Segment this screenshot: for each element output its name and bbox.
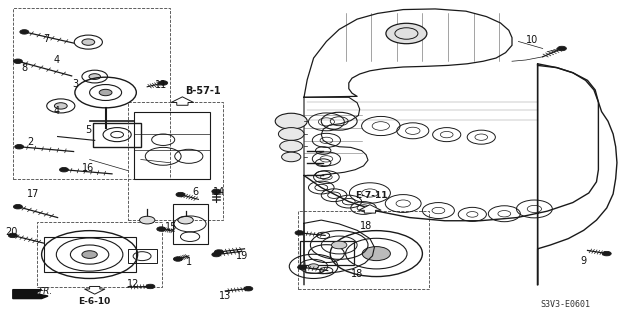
Text: 15: 15	[165, 222, 178, 232]
Circle shape	[362, 247, 390, 261]
FancyArrow shape	[358, 205, 381, 213]
Circle shape	[557, 46, 566, 51]
Circle shape	[275, 113, 307, 129]
Circle shape	[178, 216, 193, 224]
Circle shape	[89, 74, 100, 79]
Text: 19: 19	[236, 251, 248, 261]
FancyArrow shape	[84, 286, 105, 294]
Circle shape	[54, 103, 67, 109]
Polygon shape	[13, 290, 48, 299]
Circle shape	[140, 216, 155, 224]
Text: 14: 14	[212, 187, 225, 197]
Circle shape	[13, 204, 22, 209]
Circle shape	[602, 251, 611, 256]
Text: B-57-1: B-57-1	[186, 86, 221, 96]
Circle shape	[332, 241, 347, 249]
Text: 4: 4	[53, 55, 60, 65]
Circle shape	[212, 189, 221, 194]
Bar	[128, 102, 223, 220]
Circle shape	[173, 257, 182, 261]
Circle shape	[13, 59, 22, 63]
Text: 20: 20	[5, 227, 18, 237]
Circle shape	[298, 265, 307, 270]
Text: 12: 12	[127, 279, 140, 289]
Circle shape	[157, 227, 166, 231]
Circle shape	[99, 89, 112, 96]
Circle shape	[20, 30, 29, 34]
Text: 2: 2	[28, 137, 34, 147]
Circle shape	[214, 250, 223, 254]
Circle shape	[60, 167, 68, 172]
Circle shape	[15, 145, 24, 149]
Bar	[37, 222, 162, 287]
Text: E-6-10: E-6-10	[79, 297, 111, 306]
Text: 9: 9	[580, 256, 587, 266]
Text: S3V3-E0601: S3V3-E0601	[541, 300, 591, 309]
Circle shape	[82, 251, 97, 258]
Text: 13: 13	[219, 291, 232, 301]
Bar	[173, 204, 208, 244]
Bar	[298, 211, 429, 289]
Circle shape	[8, 233, 17, 238]
Circle shape	[280, 140, 303, 152]
Circle shape	[176, 192, 185, 197]
Circle shape	[278, 128, 304, 140]
Bar	[128, 249, 157, 263]
Circle shape	[386, 23, 427, 44]
Text: 16: 16	[82, 163, 95, 174]
Text: 10: 10	[526, 35, 539, 45]
Bar	[44, 237, 136, 272]
Circle shape	[308, 264, 319, 269]
Text: 1: 1	[186, 257, 192, 267]
Text: 4: 4	[53, 106, 60, 116]
Circle shape	[244, 286, 253, 291]
Bar	[13, 8, 170, 179]
Text: 17: 17	[27, 189, 40, 199]
Circle shape	[212, 252, 221, 257]
Circle shape	[82, 39, 95, 45]
Text: 5: 5	[85, 125, 92, 135]
Text: 11: 11	[155, 80, 168, 91]
Text: 7: 7	[43, 34, 49, 44]
Text: 8: 8	[21, 63, 28, 73]
Text: 18: 18	[351, 269, 364, 279]
Text: FR.: FR.	[38, 287, 52, 296]
Circle shape	[146, 284, 155, 289]
Circle shape	[295, 231, 304, 235]
FancyArrow shape	[171, 97, 194, 105]
Text: E-7-11: E-7-11	[355, 191, 387, 200]
Text: 18: 18	[360, 221, 372, 231]
Circle shape	[282, 152, 301, 162]
Bar	[300, 241, 354, 265]
Bar	[134, 112, 210, 179]
Bar	[93, 123, 141, 147]
Text: 6: 6	[192, 187, 198, 197]
Circle shape	[159, 81, 168, 85]
Text: 3: 3	[72, 79, 79, 89]
